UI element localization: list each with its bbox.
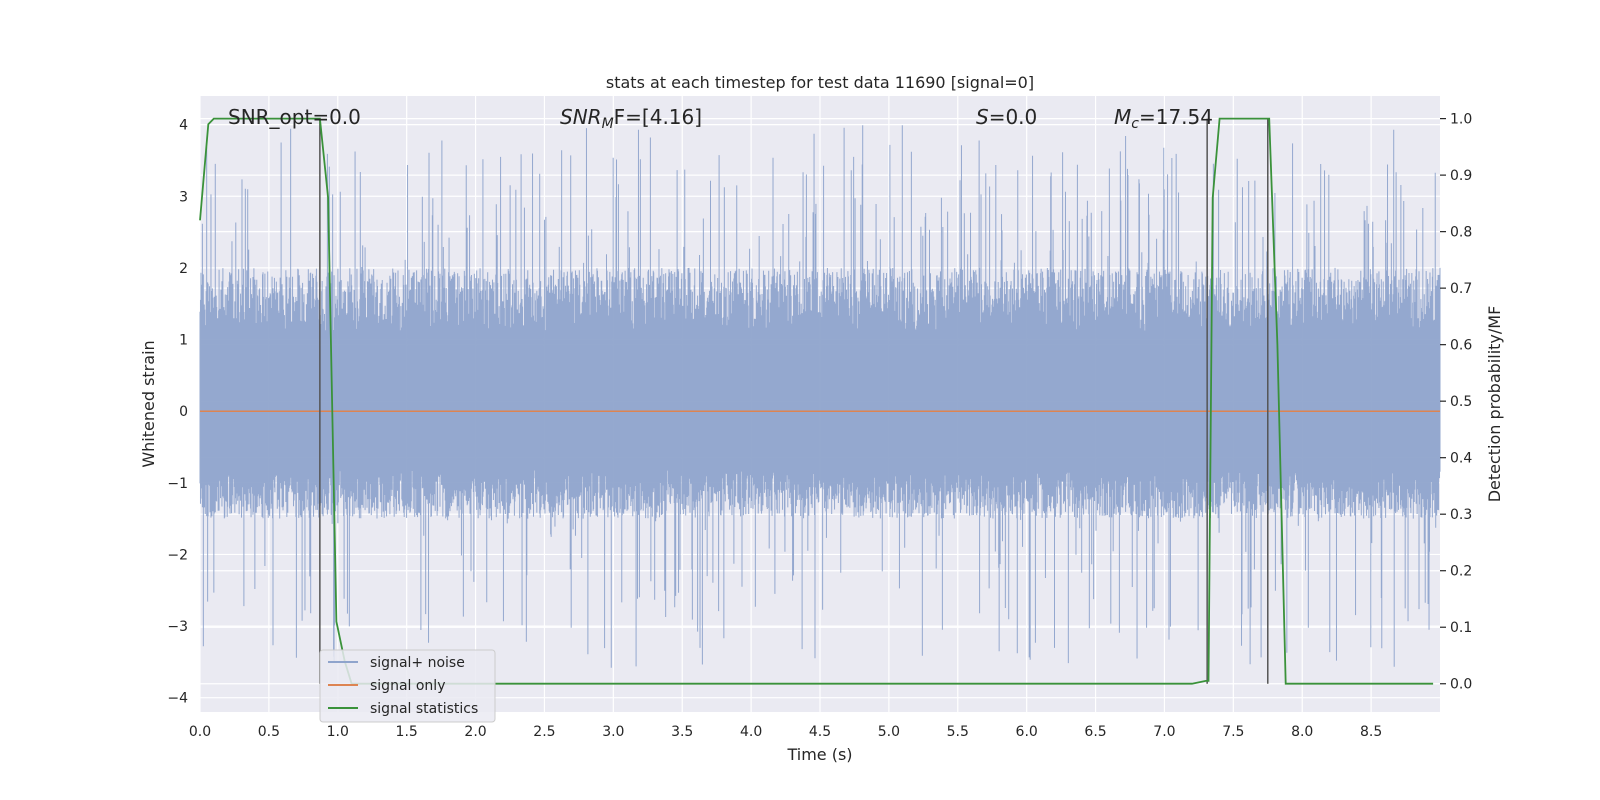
y-left-tick-label-1: 3 bbox=[179, 189, 188, 205]
x-tick-label-16: 8.0 bbox=[1291, 724, 1313, 740]
annotation-snr-opt: SNR_opt=0.0 bbox=[228, 105, 361, 129]
annotation-snr-mf: SNRMF=[4.16] bbox=[560, 105, 702, 132]
annotation-s-italic: S bbox=[976, 105, 989, 129]
signal-statistics-series bbox=[199, 117, 1434, 685]
chart-title: stats at each timestep for test data 116… bbox=[606, 73, 1034, 92]
annotation-mc-base: M bbox=[1114, 105, 1131, 129]
y-right-tick-label-9: 0.1 bbox=[1450, 620, 1472, 636]
y-left-tick-label-3: 1 bbox=[179, 333, 188, 349]
x-tick-label-9: 4.5 bbox=[809, 724, 831, 740]
signal-statistics-line bbox=[199, 117, 1434, 685]
annotation-snr-mf-sub: M bbox=[602, 116, 614, 132]
y-right-axis-ticks: 1.0 0.9 0.8 0.7 0.6 0.5 0.4 0.3 0.2 0.1 0.0 bbox=[1440, 112, 1472, 693]
y-left-tick-label-7: −3 bbox=[167, 619, 188, 635]
y-left-tick-label-2: 2 bbox=[179, 261, 188, 277]
y-left-tick-label-8: −4 bbox=[167, 691, 188, 707]
y-left-axis-ticks: 4 3 2 1 0 −1 −2 −3 −4 bbox=[167, 118, 188, 707]
y-right-tick-label-3: 0.7 bbox=[1450, 281, 1472, 297]
x-tick-label-8: 4.0 bbox=[740, 724, 762, 740]
legend-label-noise: signal+ noise bbox=[370, 655, 465, 671]
x-tick-label-2: 1.0 bbox=[327, 724, 349, 740]
legend-box bbox=[319, 649, 496, 723]
x-tick-label-0: 0.0 bbox=[189, 724, 211, 740]
x-tick-label-1: 0.5 bbox=[258, 724, 280, 740]
annotation-mc: Mc=17.54 bbox=[1114, 105, 1213, 132]
x-tick-label-12: 6.0 bbox=[1016, 724, 1038, 740]
y-left-axis-label: Whitened strain bbox=[139, 340, 158, 467]
annotation-s-rest: =0.0 bbox=[989, 105, 1038, 129]
y-left-tick-label-0: 4 bbox=[179, 118, 188, 134]
y-right-tick-label-10: 0.0 bbox=[1450, 677, 1472, 693]
legend-label-statistics: signal statistics bbox=[370, 701, 478, 717]
x-tick-label-7: 3.5 bbox=[671, 724, 693, 740]
x-axis-label: Time (s) bbox=[786, 745, 852, 764]
x-tick-label-6: 3.0 bbox=[602, 724, 624, 740]
y-right-tick-label-1: 0.9 bbox=[1450, 168, 1472, 184]
annotation-snr-mf-rest: F=[4.16] bbox=[614, 105, 702, 129]
y-right-tick-label-6: 0.4 bbox=[1450, 451, 1472, 467]
x-axis-ticks: 0.0 0.5 1.0 1.5 2.0 2.5 3.0 3.5 4.0 4.5 5.0 5.5 6.0 6… bbox=[189, 724, 1382, 740]
x-tick-label-11: 5.5 bbox=[947, 724, 969, 740]
y-right-tick-label-4: 0.6 bbox=[1450, 338, 1472, 354]
y-right-tick-label-7: 0.3 bbox=[1450, 507, 1472, 523]
y-right-tick-label-2: 0.8 bbox=[1450, 225, 1472, 241]
x-tick-label-17: 8.5 bbox=[1360, 724, 1382, 740]
vertical-markers bbox=[319, 118, 1269, 684]
y-left-tick-label-6: −2 bbox=[167, 547, 188, 563]
annotation-s: S=0.0 bbox=[976, 105, 1037, 129]
x-tick-label-5: 2.5 bbox=[533, 724, 555, 740]
x-tick-label-13: 6.5 bbox=[1084, 724, 1106, 740]
y-left-tick-label-4: 0 bbox=[179, 404, 188, 420]
y-left-tick-label-5: −1 bbox=[167, 476, 188, 492]
x-tick-label-3: 1.5 bbox=[396, 724, 418, 740]
annotation-snr-mf-base: SNR bbox=[560, 105, 602, 129]
y-right-tick-label-8: 0.2 bbox=[1450, 564, 1472, 580]
legend: signal+ noise signal only signal statist… bbox=[319, 649, 496, 723]
y-right-axis-label: Detection probability/MF bbox=[1485, 306, 1504, 503]
x-tick-label-15: 7.5 bbox=[1222, 724, 1244, 740]
annotation-mc-sub: c bbox=[1131, 116, 1139, 132]
y-right-tick-label-0: 1.0 bbox=[1450, 112, 1472, 128]
y-right-tick-label-5: 0.5 bbox=[1450, 394, 1472, 410]
x-tick-label-4: 2.0 bbox=[464, 724, 486, 740]
legend-label-signal-only: signal only bbox=[370, 678, 445, 694]
x-tick-label-10: 5.0 bbox=[878, 724, 900, 740]
annotation-mc-rest: =17.54 bbox=[1139, 105, 1213, 129]
x-tick-label-14: 7.0 bbox=[1153, 724, 1175, 740]
